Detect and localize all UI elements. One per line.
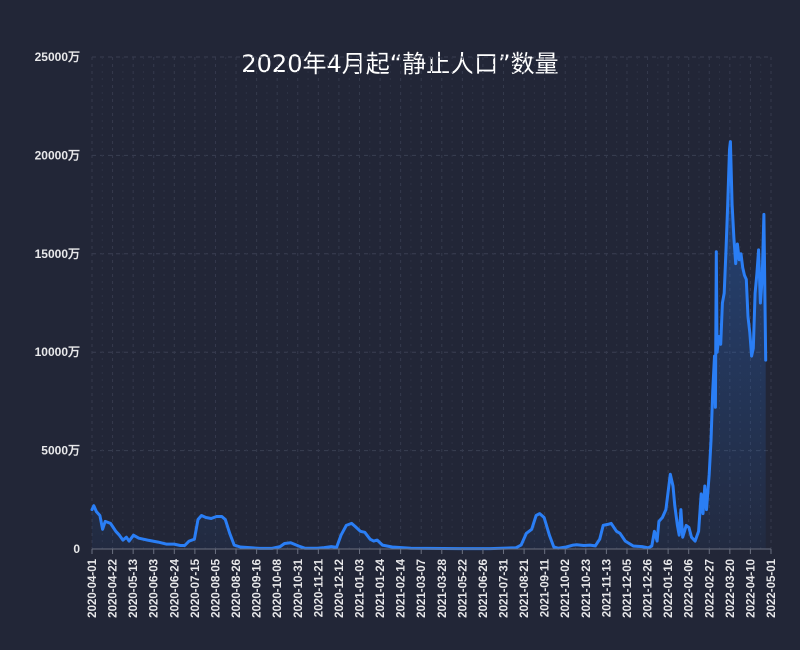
x-tick-label: 2020-08-26 xyxy=(231,559,243,618)
area-fill xyxy=(92,141,766,549)
series-path xyxy=(90,140,768,551)
x-tick: 2022-01-16 xyxy=(663,559,675,618)
x-tick: 2021-07-31 xyxy=(499,558,511,617)
y-tick-label: 5000万 xyxy=(41,444,80,458)
x-tick-label: 2020-12-12 xyxy=(334,559,346,618)
x-tick: 2021-06-26 xyxy=(478,559,490,618)
x-tick-label: 2022-04-10 xyxy=(745,559,757,618)
x-tick-label: 2021-05-22 xyxy=(457,559,469,618)
x-tick: 2020-10-08 xyxy=(272,558,284,617)
x-tick-label: 2021-07-31 xyxy=(499,558,511,617)
x-tick-label: 2021-12-26 xyxy=(643,559,655,618)
x-tick-label: 2022-03-20 xyxy=(725,559,737,618)
x-tick-label: 2021-03-07 xyxy=(416,559,428,618)
x-tick-label: 2021-02-14 xyxy=(396,558,408,617)
x-tick-label: 2020-10-08 xyxy=(272,558,284,617)
x-tick: 2021-12-05 xyxy=(622,558,634,617)
axes xyxy=(91,548,772,554)
x-tick-label: 2022-05-01 xyxy=(766,558,778,617)
x-tick: 2020-10-31 xyxy=(293,558,305,617)
x-tick-label: 2021-01-03 xyxy=(354,559,366,618)
x-tick-label: 2021-06-26 xyxy=(478,559,490,618)
series-line xyxy=(90,140,768,551)
x-tick-label: 2021-12-05 xyxy=(622,558,634,617)
x-tick: 2020-12-12 xyxy=(334,559,346,618)
x-tick: 2021-11-13 xyxy=(601,559,613,617)
x-tick: 2021-12-26 xyxy=(643,559,655,618)
x-tick-label: 2020-04-22 xyxy=(108,559,120,618)
grid xyxy=(91,56,772,549)
x-tick: 2022-03-20 xyxy=(725,559,737,618)
x-tick: 2021-01-03 xyxy=(354,559,366,618)
x-axis-ticks: 2020-04-01 2020-04-22 2020-05-13 2020-06-03… xyxy=(87,558,778,617)
x-tick-label: 2020-04-01 xyxy=(87,558,99,617)
x-tick: 2021-10-02 xyxy=(560,559,572,618)
y-axis-ticks: 0 5000万 10000万 15000万 20000万 25000万 xyxy=(35,50,81,556)
x-tick-label: 2021-03-28 xyxy=(437,558,449,617)
x-tick-label: 2021-08-21 xyxy=(519,558,531,617)
x-tick: 2020-09-16 xyxy=(252,559,264,618)
y-tick-label: 25000万 xyxy=(35,50,80,64)
x-tick: 2021-01-24 xyxy=(375,558,387,617)
x-tick-label: 2022-01-16 xyxy=(663,559,675,618)
y-tick-label: 0 xyxy=(73,542,80,556)
x-tick: 2021-08-21 xyxy=(519,558,531,617)
x-tick-label: 2021-10-23 xyxy=(581,559,593,618)
x-tick-label: 2021-11-13 xyxy=(601,559,613,617)
y-tick-label: 15000万 xyxy=(35,247,80,261)
x-tick-label: 2020-05-13 xyxy=(128,559,140,618)
x-tick: 2020-04-22 xyxy=(108,559,120,618)
x-tick: 2021-03-28 xyxy=(437,558,449,617)
x-tick: 2020-06-03 xyxy=(149,559,161,618)
x-tick: 2020-04-01 xyxy=(87,558,99,617)
x-tick: 2022-02-06 xyxy=(684,559,696,618)
x-tick: 2020-11-21 xyxy=(313,558,325,617)
x-tick: 2020-07-15 xyxy=(190,558,202,617)
x-tick-label: 2020-10-31 xyxy=(293,558,305,617)
x-tick-label: 2020-11-21 xyxy=(313,558,325,617)
y-tick-label: 10000万 xyxy=(35,345,80,359)
x-tick: 2022-02-27 xyxy=(704,559,716,618)
y-tick-label: 20000万 xyxy=(35,148,80,162)
x-tick: 2021-09-11 xyxy=(540,558,552,617)
x-tick-label: 2021-10-02 xyxy=(560,559,572,618)
x-tick: 2020-05-13 xyxy=(128,559,140,618)
x-tick: 2020-08-05 xyxy=(210,558,222,617)
x-tick: 2020-06-24 xyxy=(169,558,181,617)
x-tick: 2021-05-22 xyxy=(457,559,469,618)
x-tick: 2021-03-07 xyxy=(416,559,428,618)
x-tick-label: 2020-09-16 xyxy=(252,559,264,618)
x-tick-label: 2020-07-15 xyxy=(190,558,202,617)
x-tick: 2022-04-10 xyxy=(745,559,757,618)
x-tick: 2021-10-23 xyxy=(581,559,593,618)
x-tick: 2022-05-01 xyxy=(766,558,778,617)
x-tick-label: 2020-08-05 xyxy=(210,558,222,617)
x-tick-label: 2020-06-03 xyxy=(149,559,161,618)
x-tick-label: 2020-06-24 xyxy=(169,558,181,617)
x-tick: 2020-08-26 xyxy=(231,559,243,618)
x-tick-label: 2022-02-27 xyxy=(704,559,716,618)
x-tick: 2021-02-14 xyxy=(396,558,408,617)
x-tick-label: 2021-09-11 xyxy=(540,558,552,617)
x-tick-label: 2021-01-24 xyxy=(375,558,387,617)
x-tick-label: 2022-02-06 xyxy=(684,559,696,618)
series-area xyxy=(92,141,766,549)
chart-title: 2020年4月起“静止人口”数量 xyxy=(241,50,559,78)
